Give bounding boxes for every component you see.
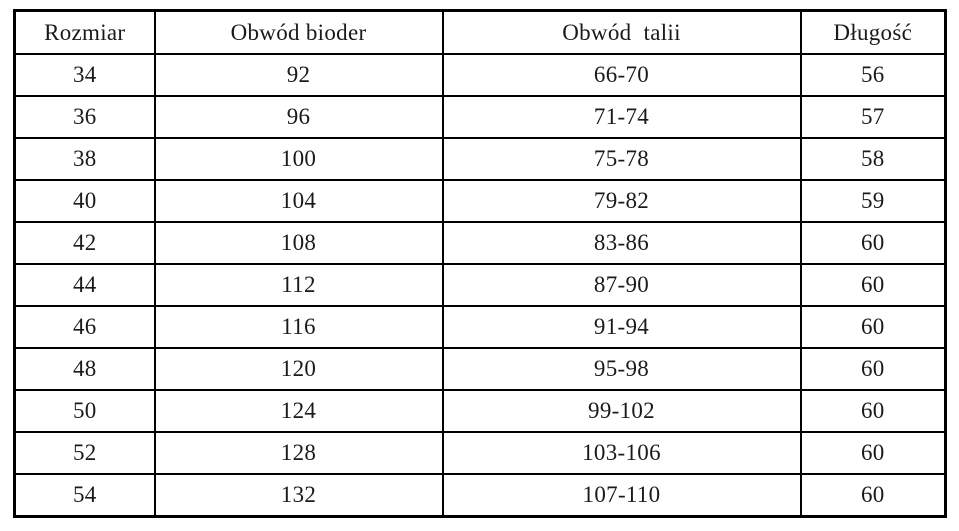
cell-obwod-talii: 75-78 — [441, 137, 802, 181]
table-row: 44 112 87-90 60 — [13, 263, 947, 307]
cell-obwod-talii: 91-94 — [441, 305, 802, 349]
cell-obwod-bioder: 100 — [153, 137, 444, 181]
table-row: 42 108 83-86 60 — [13, 221, 947, 265]
cell-rozmiar: 54 — [13, 473, 156, 518]
cell-rozmiar: 42 — [13, 221, 156, 265]
cell-rozmiar: 50 — [13, 389, 156, 433]
header-row: Rozmiar Obwód bioder Obwód talii Długość — [13, 9, 947, 55]
cell-obwod-talii: 83-86 — [441, 221, 802, 265]
cell-obwod-talii: 66-70 — [441, 53, 802, 97]
cell-obwod-bioder: 128 — [153, 431, 444, 475]
cell-rozmiar: 52 — [13, 431, 156, 475]
cell-obwod-talii: 107-110 — [441, 473, 802, 518]
cell-dlugosc: 59 — [799, 179, 947, 223]
table-row: 46 116 91-94 60 — [13, 305, 947, 349]
cell-dlugosc: 60 — [799, 473, 947, 518]
cell-obwod-bioder: 108 — [153, 221, 444, 265]
cell-obwod-bioder: 104 — [153, 179, 444, 223]
cell-obwod-talii: 103-106 — [441, 431, 802, 475]
cell-dlugosc: 60 — [799, 221, 947, 265]
cell-dlugosc: 60 — [799, 347, 947, 391]
table-row: 48 120 95-98 60 — [13, 347, 947, 391]
table-body: 34 92 66-70 56 36 96 71-74 57 38 100 75-… — [13, 53, 947, 518]
cell-dlugosc: 57 — [799, 95, 947, 139]
table-row: 34 92 66-70 56 — [13, 53, 947, 97]
cell-rozmiar: 38 — [13, 137, 156, 181]
cell-obwod-talii: 71-74 — [441, 95, 802, 139]
table-row: 38 100 75-78 58 — [13, 137, 947, 181]
cell-dlugosc: 60 — [799, 389, 947, 433]
cell-obwod-bioder: 132 — [153, 473, 444, 518]
column-header-dlugosc: Długość — [799, 9, 947, 55]
table-row: 36 96 71-74 57 — [13, 95, 947, 139]
table-row: 52 128 103-106 60 — [13, 431, 947, 475]
table-row: 50 124 99-102 60 — [13, 389, 947, 433]
table-row: 40 104 79-82 59 — [13, 179, 947, 223]
table-row: 54 132 107-110 60 — [13, 473, 947, 518]
cell-obwod-talii: 87-90 — [441, 263, 802, 307]
cell-obwod-talii: 95-98 — [441, 347, 802, 391]
cell-obwod-bioder: 124 — [153, 389, 444, 433]
column-header-rozmiar: Rozmiar — [13, 9, 156, 55]
cell-obwod-bioder: 116 — [153, 305, 444, 349]
column-header-obwod-talii: Obwód talii — [441, 9, 802, 55]
cell-obwod-bioder: 96 — [153, 95, 444, 139]
cell-dlugosc: 60 — [799, 263, 947, 307]
cell-rozmiar: 44 — [13, 263, 156, 307]
cell-obwod-talii: 79-82 — [441, 179, 802, 223]
cell-dlugosc: 60 — [799, 305, 947, 349]
cell-dlugosc: 56 — [799, 53, 947, 97]
cell-dlugosc: 60 — [799, 431, 947, 475]
cell-rozmiar: 34 — [13, 53, 156, 97]
cell-rozmiar: 40 — [13, 179, 156, 223]
cell-rozmiar: 46 — [13, 305, 156, 349]
cell-obwod-bioder: 92 — [153, 53, 444, 97]
cell-obwod-talii: 99-102 — [441, 389, 802, 433]
size-chart-table: Rozmiar Obwód bioder Obwód talii Długość… — [13, 9, 947, 518]
size-chart: Rozmiar Obwód bioder Obwód talii Długość… — [13, 9, 947, 518]
cell-rozmiar: 36 — [13, 95, 156, 139]
cell-dlugosc: 58 — [799, 137, 947, 181]
cell-rozmiar: 48 — [13, 347, 156, 391]
cell-obwod-bioder: 112 — [153, 263, 444, 307]
column-header-obwod-bioder: Obwód bioder — [153, 9, 444, 55]
cell-obwod-bioder: 120 — [153, 347, 444, 391]
